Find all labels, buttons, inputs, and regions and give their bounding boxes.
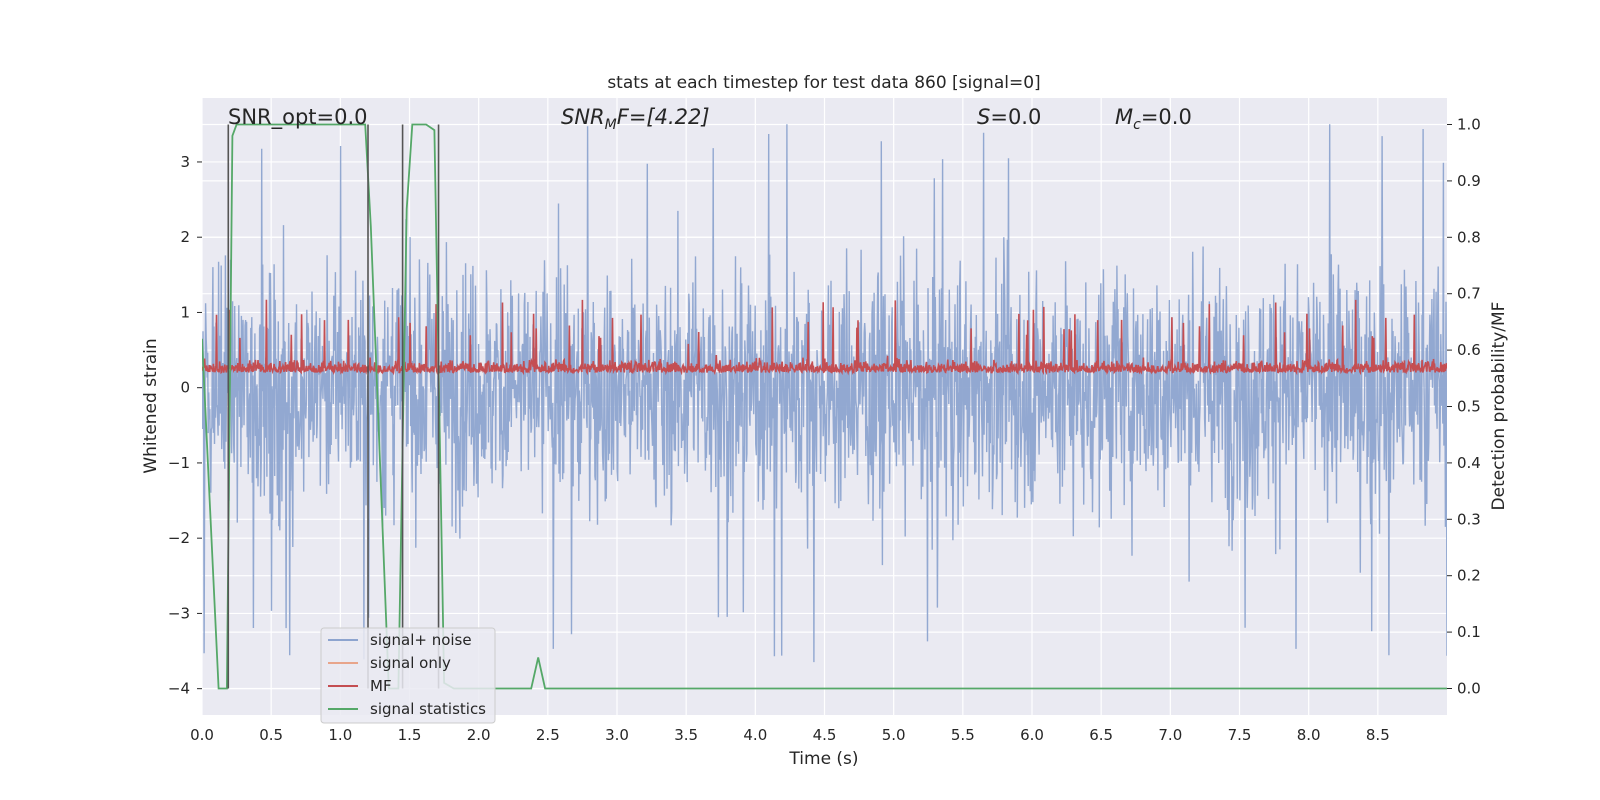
y-right-tick-label: 0.4 [1457,454,1481,472]
annotation-mc: Mc=0.0 [1115,105,1192,133]
legend-box [320,627,496,724]
x-tick-label: 2.0 [467,726,491,744]
legend-label-signal-only: signal only [370,654,451,672]
annotation-mc-rest: =0.0 [1141,105,1192,129]
legend: signal+ noise signal only MF signal stat… [320,627,496,724]
annotation-mc-main: M [1115,105,1133,129]
legend-label-signal-statistics: signal statistics [370,700,486,718]
x-tick-label: 3.5 [674,726,698,744]
legend-label-signal-noise: signal+ noise [370,631,472,649]
annotation-s-rest: =0.0 [990,105,1041,129]
x-tick-label: 6.0 [1020,726,1044,744]
y-right-tick-label: 0.9 [1457,172,1481,190]
annotation-snr-mf-sub: M [605,117,617,133]
x-tick-label: 8.5 [1366,726,1390,744]
x-tick-label: 0.0 [190,726,214,744]
y-right-tick-label: 0.8 [1457,228,1481,246]
data-layer [202,123,1447,690]
annotation-mc-sub: c [1133,117,1141,133]
y-axis-label-left: Whitened strain [141,338,161,473]
y-right-tick-label: 0.0 [1457,679,1481,697]
x-axis-ticks: 0.0 0.5 1.0 1.5 2.0 2.5 3.0 3.5 4.0 4.5 5.0 5.5 6.0 6… [190,726,1390,744]
chart-title: stats at each timestep for test data 860… [607,73,1040,93]
annotation-s: S=0.0 [977,105,1041,129]
x-tick-label: 7.5 [1228,726,1252,744]
x-tick-label: 1.0 [328,726,352,744]
y-left-tick-label: −4 [168,680,190,698]
annotation-snr-mf: SNRMF=[4.22] [561,105,710,133]
y-right-tick-label: 0.2 [1457,567,1481,585]
x-tick-label: 3.0 [605,726,629,744]
x-tick-label: 4.5 [813,726,837,744]
x-tick-label: 5.0 [882,726,906,744]
x-tick-label: 4.0 [743,726,767,744]
legend-label-mf: MF [370,677,392,695]
y-left-tick-label: 0 [180,379,190,397]
series-line-signal-statistics [202,123,1447,690]
y-right-tick-label: 0.6 [1457,341,1481,359]
y-right-tick-label: 1.0 [1457,116,1481,134]
annotation-snr-mf-main: SNR [561,105,605,129]
x-tick-label: 6.5 [1089,726,1113,744]
y-right-tick-label: 0.7 [1457,285,1481,303]
y-right-tick-label: 0.1 [1457,623,1481,641]
annotation-snr-mf-rest: F=[4.22] [617,105,710,129]
vertical-markers [227,124,440,689]
x-axis-label: Time (s) [788,749,858,769]
y-left-tick-label: −1 [168,454,190,472]
x-tick-label: 2.5 [536,726,560,744]
y-left-tick-label: 3 [180,153,190,171]
x-tick-label: 1.5 [398,726,422,744]
y-left-tick-label: 2 [180,228,190,246]
annotation-snr-opt: SNR_opt=0.0 [228,105,368,130]
right-axis-ticks: 1.0 0.9 0.8 0.7 0.6 0.5 0.4 0.3 0.2 0.1 0.0 [1447,116,1481,697]
y-left-tick-label: −2 [168,529,190,547]
left-axis-ticks: 3 2 1 0 −1 −2 −3 −4 [168,153,202,698]
x-tick-label: 8.0 [1297,726,1321,744]
y-left-tick-label: −3 [168,604,190,622]
x-tick-label: 0.5 [259,726,283,744]
y-axis-label-right: Detection probability/MF [1489,302,1509,511]
y-right-tick-label: 0.3 [1457,510,1481,528]
x-tick-label: 5.5 [951,726,975,744]
y-right-tick-label: 0.5 [1457,398,1481,416]
annotation-s-main: S [977,105,990,129]
series-line-mf [202,299,1447,376]
y-left-tick-label: 1 [180,303,190,321]
x-tick-label: 7.0 [1158,726,1182,744]
